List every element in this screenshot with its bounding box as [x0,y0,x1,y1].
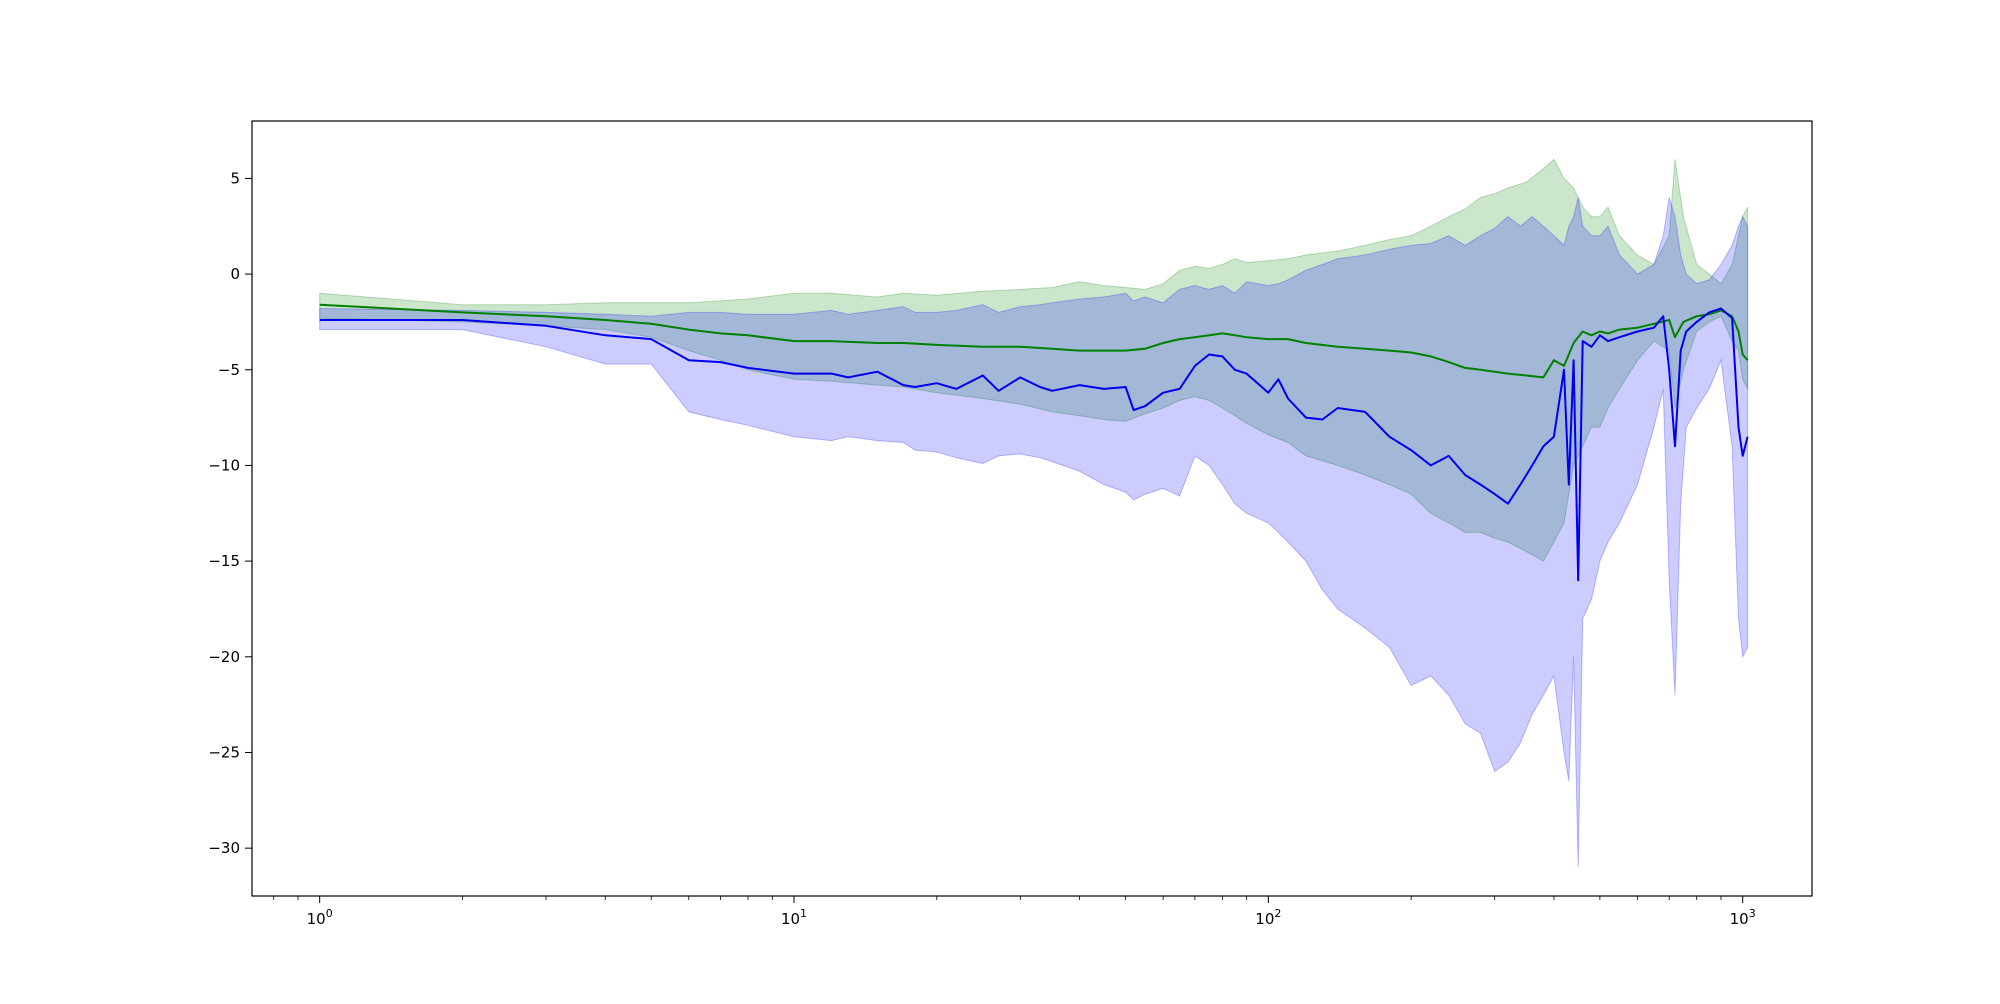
x-tick-label: 100 [307,907,333,928]
x-tick-label-base: 10 [1730,910,1749,928]
series-2-band [319,197,1749,868]
y-tick-label: 5 [230,169,240,187]
x-tick-label-base: 10 [781,910,800,928]
series-lines [319,303,1749,582]
y-tick-label: −25 [208,743,240,761]
y-tick-label: −20 [208,648,240,666]
x-tick-label: 101 [781,907,807,928]
y-tick-label: −15 [208,552,240,570]
y-tick-label: 0 [230,265,240,283]
x-tick-label-base: 10 [1255,910,1274,928]
y-axis: 5 0 −5 −10 −15 −20 −25 −30 [208,169,252,857]
y-tick-label: −10 [208,456,240,474]
x-tick-label-exponent: 2 [1274,907,1281,920]
x-axis: 100 101 102 103 [273,896,1756,928]
x-tick-label: 103 [1730,907,1756,928]
x-tick-label-exponent: 3 [1749,907,1756,920]
x-tick-label-exponent: 0 [326,907,333,920]
series-2-line [319,307,1749,582]
y-tick-label: −5 [218,361,240,379]
plot-frame [251,120,1813,897]
y-tick-label: −30 [208,839,240,857]
series-1-line [319,303,1749,379]
x-tick-label: 102 [1255,907,1281,928]
series-1-band [319,158,1749,562]
confidence-bands [319,158,1749,868]
x-tick-label-base: 10 [307,910,326,928]
x-tick-label-exponent: 1 [800,907,807,920]
